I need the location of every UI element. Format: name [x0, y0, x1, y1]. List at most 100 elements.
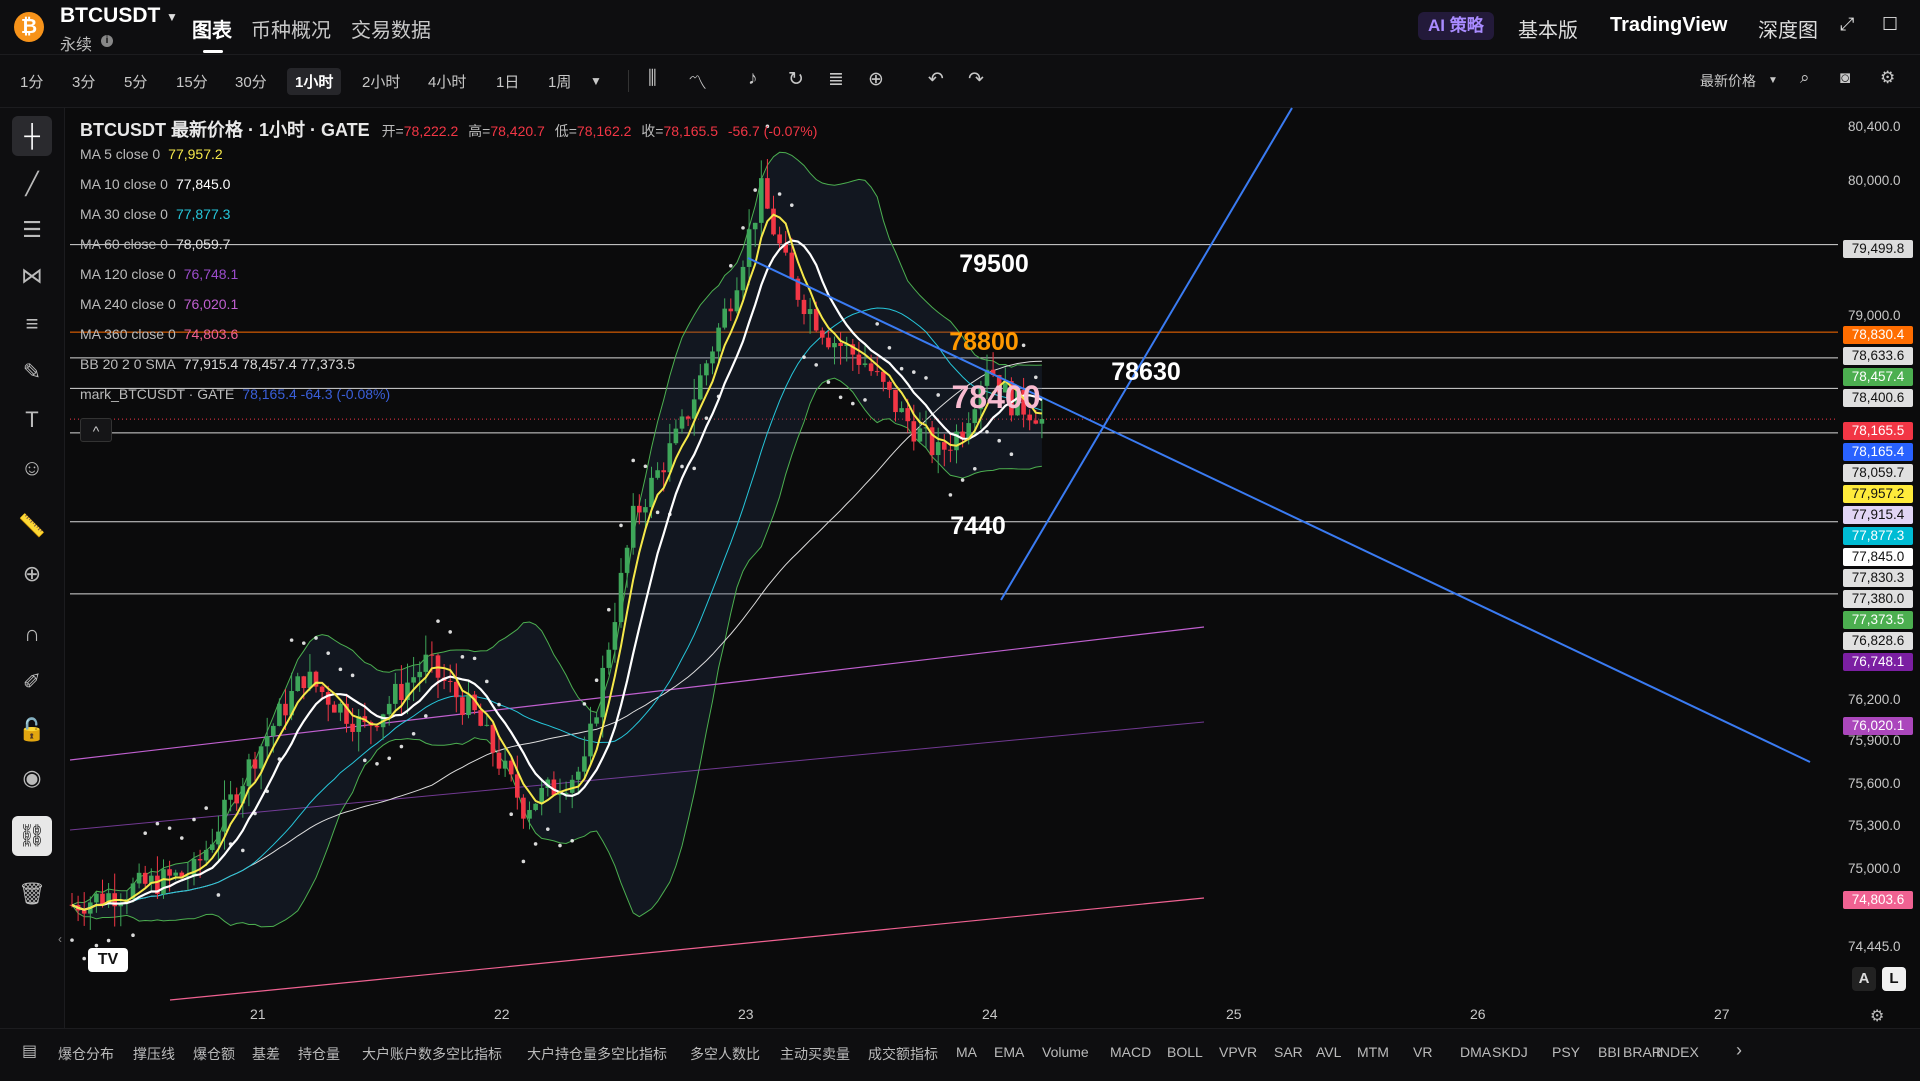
tab-overview[interactable]: 币种概况 — [251, 20, 331, 42]
sar-dot — [655, 510, 660, 515]
indicator-item[interactable]: BOLL — [1167, 1044, 1203, 1060]
visibility-icon[interactable]: ◉ — [22, 765, 42, 790]
indicators-icon[interactable]: 〽 — [688, 73, 708, 94]
expand-icon[interactable]: ⤢ — [1840, 14, 1855, 34]
study-row[interactable]: MA 30 close 0 77,877.3 — [80, 206, 230, 222]
indicator-item[interactable]: 持仓量 — [298, 1046, 340, 1062]
candle-type-icon[interactable]: ⫼ — [648, 68, 657, 89]
tab-chart[interactable]: 图表 — [192, 20, 232, 42]
pattern-icon[interactable]: ⋈ — [21, 263, 43, 288]
indicator-item[interactable]: 主动买卖量 — [780, 1046, 850, 1062]
time-settings-icon[interactable]: ⚙ — [1870, 1008, 1885, 1025]
indicator-item[interactable]: DMA — [1460, 1044, 1492, 1060]
zoom-icon[interactable]: ⊕ — [22, 561, 42, 586]
collapse-sidebar-icon[interactable]: ‹ — [58, 932, 62, 946]
horizontal-lines-icon[interactable]: ☰ — [22, 217, 42, 242]
indicator-item[interactable]: 大户持仓量多空比指标 — [527, 1046, 667, 1062]
symbol-dropdown-icon[interactable]: ▼ — [166, 10, 178, 24]
lock-draw-icon[interactable]: ✐ — [22, 669, 42, 694]
brush-icon[interactable]: ✎ — [22, 359, 42, 384]
study-row[interactable]: MA 360 close 0 74,803.6 — [80, 326, 238, 342]
indicator-item[interactable]: 基差 — [252, 1046, 280, 1062]
text-tool-icon[interactable]: T — [25, 407, 39, 432]
indicator-item[interactable]: Volume — [1042, 1044, 1089, 1060]
indicator-item[interactable]: SAR — [1274, 1044, 1303, 1060]
settings-gear-icon[interactable]: ⚙ — [1880, 68, 1896, 87]
depth-chart-link[interactable]: 深度图 — [1758, 20, 1818, 42]
fib-icon[interactable]: ≡ — [25, 311, 39, 336]
add-icon[interactable]: ⊕ — [868, 69, 884, 90]
price-type-dropdown-icon[interactable]: ▼ — [1768, 75, 1778, 86]
ai-strategy-button[interactable]: AI 策略 — [1418, 12, 1494, 40]
indicator-item[interactable]: VR — [1413, 1044, 1433, 1060]
indicator-item[interactable]: BRAR — [1623, 1044, 1662, 1060]
symbol-name[interactable]: BTCUSDT — [60, 4, 161, 27]
emoji-icon[interactable]: ☺ — [20, 455, 44, 480]
study-row[interactable]: MA 240 close 0 76,020.1 — [80, 296, 238, 312]
study-row[interactable]: MA 10 close 0 77,845.0 — [80, 176, 230, 192]
redo-icon[interactable]: ↷ — [968, 69, 984, 90]
indicator-item[interactable]: 爆仓分布 — [58, 1046, 114, 1062]
timeframe-15m[interactable]: 15分 — [176, 74, 208, 91]
scroll-right-icon[interactable]: › — [1736, 1040, 1742, 1060]
calendar-icon[interactable]: ▤ — [22, 1043, 38, 1060]
fullscreen-icon[interactable]: ☐ — [1882, 14, 1899, 34]
indicator-item[interactable]: PSY — [1552, 1044, 1581, 1060]
indicator-item[interactable]: MTM — [1357, 1044, 1389, 1060]
crosshair-icon[interactable]: ┼ — [12, 116, 52, 156]
timeframe-1h[interactable]: 1小时 — [287, 68, 342, 95]
indicator-item[interactable]: 撑压线 — [133, 1046, 175, 1062]
alert-icon[interactable]: ♪ — [748, 68, 758, 89]
indicator-item[interactable]: 爆仓额 — [193, 1046, 235, 1062]
log-scale-toggle[interactable]: L — [1882, 967, 1906, 991]
indicator-item[interactable]: MA — [956, 1044, 977, 1060]
study-row[interactable]: BB 20 2 0 SMA 77,915.4 78,457.4 77,373.5 — [80, 356, 355, 372]
indicator-item[interactable]: VPVR — [1219, 1044, 1258, 1060]
indicator-item[interactable]: EMA — [994, 1044, 1025, 1060]
indicator-item[interactable]: SKDJ — [1492, 1044, 1528, 1060]
template-icon[interactable]: ≣ — [828, 69, 844, 90]
timeframe-3m[interactable]: 3分 — [72, 74, 96, 91]
basic-view-link[interactable]: 基本版 — [1518, 20, 1578, 42]
sar-dot — [241, 848, 245, 853]
lock-icon[interactable]: 🔓 — [18, 717, 46, 742]
indicator-item[interactable]: MACD — [1110, 1044, 1152, 1060]
candle-body — [576, 771, 581, 780]
indicator-item[interactable]: INDEX — [1656, 1044, 1699, 1060]
timeframe-1w[interactable]: 1周 — [548, 74, 572, 91]
info-icon[interactable]: i — [101, 35, 113, 47]
magnet-icon[interactable]: ∩ — [24, 621, 40, 646]
tab-trading-data[interactable]: 交易数据 — [351, 20, 431, 42]
study-row[interactable]: MA 120 close 0 76,748.1 — [80, 266, 238, 282]
indicator-item[interactable]: 成交额指标 — [868, 1046, 938, 1062]
study-row[interactable]: MA 5 close 0 77,957.2 — [80, 146, 223, 162]
timeframe-dropdown-icon[interactable]: ▼ — [590, 74, 602, 88]
timeframe-1m[interactable]: 1分 — [20, 74, 44, 91]
collapse-legend-button[interactable]: ^ — [80, 418, 112, 442]
tradingview-link[interactable]: TradingView — [1610, 14, 1728, 36]
search-icon[interactable]: ⌕ — [1800, 68, 1810, 87]
indicator-item[interactable]: BBI — [1598, 1044, 1621, 1060]
trend-line-icon[interactable]: ╱ — [25, 171, 39, 196]
trash-icon[interactable]: 🗑 — [18, 881, 46, 906]
link-icon[interactable]: ⛓ — [12, 816, 52, 856]
timeframe-2h[interactable]: 2小时 — [362, 74, 401, 91]
study-row[interactable]: MA 60 close 0 78,059.7 — [80, 236, 230, 252]
timeframe-4h[interactable]: 4小时 — [428, 74, 467, 91]
study-row[interactable]: mark_BTCUSDT · GATE 78,165.4 -64.3 (-0.08… — [80, 386, 390, 402]
timeframe-1d[interactable]: 1日 — [496, 74, 520, 91]
auto-scale-toggle[interactable]: A — [1852, 967, 1876, 991]
replay-icon[interactable]: ↻ — [788, 69, 804, 90]
indicator-item[interactable]: 大户账户数多空比指标 — [362, 1046, 502, 1062]
undo-icon[interactable]: ↶ — [928, 69, 944, 90]
timeframe-5m[interactable]: 5分 — [124, 74, 148, 91]
indicator-item[interactable]: AVL — [1316, 1044, 1342, 1060]
candle-body — [795, 278, 801, 300]
timeframe-30m[interactable]: 30分 — [235, 74, 267, 91]
candle-body — [222, 799, 227, 832]
indicator-item[interactable]: 多空人数比 — [690, 1046, 760, 1062]
ruler-icon[interactable]: 📏 — [18, 513, 46, 538]
price-type-select[interactable]: 最新价格 — [1700, 73, 1756, 89]
camera-icon[interactable]: ◙ — [1840, 68, 1851, 87]
